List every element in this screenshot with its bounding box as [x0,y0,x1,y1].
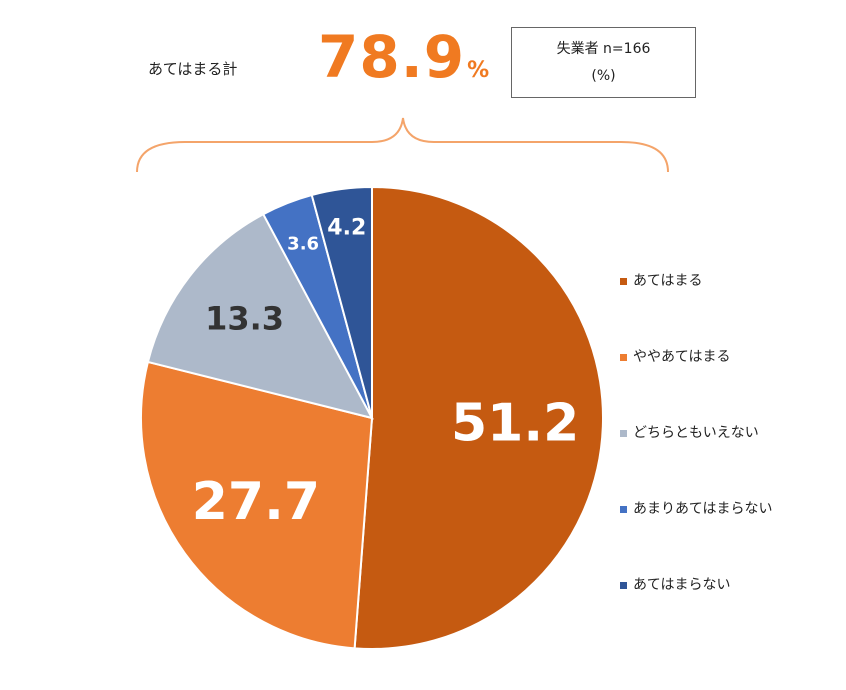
legend-item: あまりあてはまらない [620,498,772,518]
sample-size: 失業者 n=166 [556,41,651,57]
legend-label: ややあてはまる [633,349,731,365]
legend-swatch [620,429,627,437]
slice-data-label: 3.6 [287,234,319,255]
legend-item: ややあてはまる [620,346,730,366]
summary-value: 78.9% [318,28,490,86]
legend-swatch [620,353,627,361]
legend-label: あてはまる [633,273,703,289]
legend-label: どちらともいえない [633,425,759,441]
sample-info-box: 失業者 n=166 (%) [511,27,696,98]
slice-data-label: 51.2 [451,393,579,453]
slice-data-label: 13.3 [205,299,284,337]
pie-slice [353,185,604,650]
legend-label: あまりあてはまらない [633,501,773,517]
legend-swatch [620,505,627,513]
legend-item: あてはまらない [620,574,730,594]
slice-data-label: 4.2 [327,215,366,240]
legend-swatch [620,277,627,285]
legend-item: あてはまる [620,270,702,290]
legend-swatch [620,581,627,589]
pie-slice [310,185,373,419]
unit-note: (%) [591,68,616,84]
summary-number: 78.9 [318,23,466,91]
pie-slice [140,360,374,650]
legend-label: あてはまらない [633,577,731,593]
legend-item: どちらともいえない [620,422,759,442]
slice-data-label: 27.7 [192,472,320,532]
pie-slice [146,212,374,420]
summary-unit: % [467,58,491,83]
summary-brace [136,117,669,173]
summary-label: あてはまる計 [148,60,238,78]
